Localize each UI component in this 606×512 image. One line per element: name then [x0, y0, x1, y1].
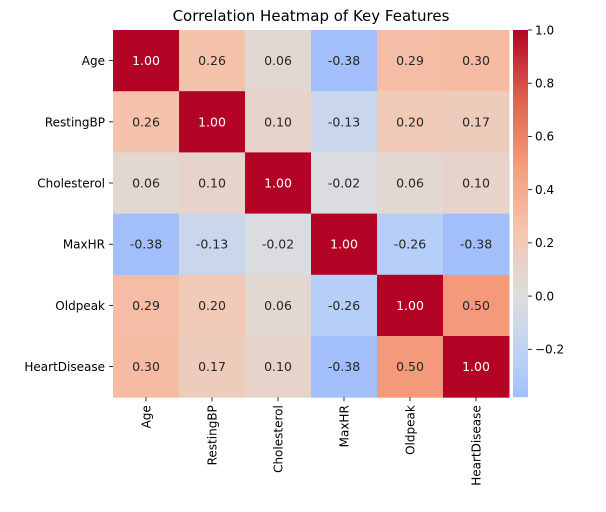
- heatmap-cell: [179, 152, 246, 215]
- cell-value-label: 0.10: [264, 359, 292, 374]
- chart-title: Correlation Heatmap of Key Features: [173, 7, 450, 25]
- cell-value-label: -0.38: [328, 359, 360, 374]
- cell-value-label: 0.17: [462, 114, 490, 129]
- colorbar-tick-label: 0.2: [535, 236, 554, 250]
- colorbar-tick-label: 0.6: [535, 130, 554, 144]
- heatmap-cell: [179, 91, 246, 153]
- colorbar-tick-label: 0.0: [535, 289, 554, 303]
- heatmap-cell: [245, 152, 312, 215]
- x-tick-label: RestingBP: [206, 405, 220, 465]
- x-tick-label: Cholesterol: [272, 405, 286, 473]
- cell-value-label: 0.06: [264, 53, 292, 68]
- colorbar: [513, 30, 528, 398]
- heatmap-cell: [113, 213, 180, 276]
- heatmap-cell: [113, 30, 180, 92]
- cell-value-label: 0.29: [396, 53, 424, 68]
- heatmap-cell: [179, 274, 246, 337]
- heatmap-cell: [179, 336, 246, 398]
- heatmap-cell: [377, 30, 444, 92]
- x-tick-label: Oldpeak: [404, 405, 418, 455]
- heatmap-cell: [245, 274, 312, 337]
- heatmap-cell: [311, 213, 378, 276]
- cell-value-label: 0.17: [198, 359, 226, 374]
- heatmap-cell: [113, 336, 180, 398]
- cell-value-label: -0.38: [328, 53, 360, 68]
- cell-value-label: 0.50: [396, 359, 424, 374]
- cell-value-label: -0.38: [130, 237, 162, 252]
- cell-value-label: 0.29: [132, 298, 160, 313]
- cell-value-label: 0.26: [132, 114, 160, 129]
- heatmap-cell: [311, 91, 378, 153]
- heatmap-cell: [311, 274, 378, 337]
- heatmap-cell: [113, 274, 180, 337]
- heatmap-cell: [113, 91, 180, 153]
- cell-value-label: 0.20: [198, 298, 226, 313]
- x-tick-label: Age: [140, 405, 154, 428]
- heatmap-cell: [377, 213, 444, 276]
- heatmap-cell: [245, 91, 312, 153]
- cell-value-label: -0.02: [262, 237, 294, 252]
- cell-value-label: -0.26: [328, 298, 360, 313]
- cell-value-label: 1.00: [198, 114, 226, 129]
- cell-value-label: -0.26: [394, 237, 426, 252]
- y-tick-label: MaxHR: [63, 238, 105, 252]
- cell-value-label: 1.00: [132, 53, 160, 68]
- cell-value-label: 0.30: [132, 359, 160, 374]
- cell-value-label: 1.00: [330, 237, 358, 252]
- heatmap-cells: 1.00 0.26 0.06 -0.38 0.29 0.30 0.26 1.00 0.10 -0.…: [113, 30, 510, 398]
- cell-value-label: 1.00: [462, 359, 490, 374]
- heatmap-cell: [377, 152, 444, 215]
- colorbar-ticks: −0.2 0.0 0.2 0.4 0.6 0.8 1.0: [528, 23, 564, 357]
- y-tick-labels: Age RestingBP Cholesterol MaxHR Oldpeak Heart…: [24, 54, 113, 374]
- cell-value-label: 1.00: [264, 176, 292, 191]
- cell-value-label: -0.13: [328, 114, 360, 129]
- colorbar-tick-label: 1.0: [535, 23, 554, 37]
- colorbar-tick-label: −0.2: [535, 343, 564, 357]
- cell-value-label: 0.26: [198, 53, 226, 68]
- heatmap-cell: [179, 30, 246, 92]
- heatmap-cell: [245, 30, 312, 92]
- cell-value-label: 0.30: [462, 53, 490, 68]
- colorbar-tick-label: 0.4: [535, 183, 554, 197]
- heatmap-cell: [443, 30, 510, 92]
- heatmap-cell: [443, 274, 510, 337]
- cell-value-label: 0.10: [264, 114, 292, 129]
- heatmap-cell: [179, 213, 246, 276]
- heatmap-cell: [245, 213, 312, 276]
- x-tick-labels: Age RestingBP Cholesterol MaxHR Oldpeak Heart…: [140, 397, 484, 486]
- cell-value-label: 0.10: [462, 176, 490, 191]
- x-tick-label: HeartDisease: [470, 405, 484, 486]
- heatmap-cell: [377, 274, 444, 337]
- cell-value-label: 0.06: [264, 298, 292, 313]
- cell-value-label: 0.10: [198, 176, 226, 191]
- y-tick-label: HeartDisease: [24, 360, 105, 374]
- colorbar-tick-label: 0.8: [535, 77, 554, 91]
- cell-value-label: 0.06: [396, 176, 424, 191]
- heatmap-cell: [443, 91, 510, 153]
- cell-value-label: 0.06: [132, 176, 160, 191]
- cell-value-label: -0.13: [196, 237, 228, 252]
- y-tick-label: RestingBP: [45, 115, 105, 129]
- x-tick-label: MaxHR: [338, 405, 352, 447]
- cell-value-label: 1.00: [396, 298, 424, 313]
- heatmap-cell: [377, 336, 444, 398]
- y-tick-label: Cholesterol: [37, 177, 105, 191]
- heatmap-cell: [443, 336, 510, 398]
- heatmap-cell: [113, 152, 180, 215]
- heatmap-cell: [311, 152, 378, 215]
- heatmap-cell: [377, 91, 444, 153]
- cell-value-label: 0.50: [462, 298, 490, 313]
- heatmap-cell: [311, 30, 378, 92]
- cell-value-label: 0.20: [396, 114, 424, 129]
- y-tick-label: Oldpeak: [55, 299, 105, 313]
- y-tick-label: Age: [82, 54, 105, 68]
- heatmap-cell: [245, 336, 312, 398]
- cell-value-label: -0.02: [328, 176, 360, 191]
- heatmap-cell: [443, 213, 510, 276]
- heatmap-cell: [443, 152, 510, 215]
- cell-value-label: -0.38: [460, 237, 492, 252]
- heatmap-cell: [311, 336, 378, 398]
